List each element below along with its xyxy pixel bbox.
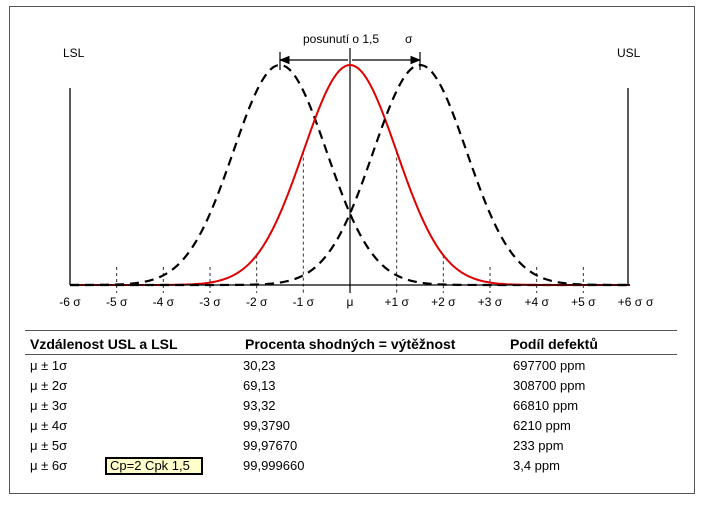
cell-distance: μ ± 4σ (30, 418, 68, 433)
cell-defects: 697700 ppm (513, 358, 586, 373)
cell-defects: 233 ppm (513, 438, 564, 453)
cell-defects: 66810 ppm (513, 398, 579, 413)
cell-yield: 93,32 (243, 398, 276, 413)
x-tick-label: +1 σ (384, 295, 409, 309)
cell-yield: 99,999660 (243, 458, 305, 473)
figure-frame (9, 6, 695, 494)
cell-yield: 99,97670 (243, 438, 298, 453)
shift-annotation: posunutí o 1,5 (303, 32, 379, 46)
x-tick-label: +3 σ (478, 295, 503, 309)
cp-cpk-badge: Cp=2 Cpk 1,5 (105, 457, 203, 475)
shift-sigma: σ (405, 32, 413, 46)
x-tick-label: -2 σ (246, 295, 268, 309)
cell-distance: μ ± 6σ (30, 458, 68, 473)
x-unit-label: σ (646, 295, 654, 309)
header-yield: Procenta shodných = výtěžnost (245, 336, 456, 352)
x-tick-label: -3 σ (199, 295, 221, 309)
cell-distance: μ ± 1σ (30, 358, 68, 373)
lsl-label: LSL (63, 46, 85, 60)
header-defects: Podíl defektů (510, 336, 598, 352)
x-tick-label: -4 σ (153, 295, 175, 309)
cell-defects: 6210 ppm (513, 418, 571, 433)
x-tick-label: +4 σ (524, 295, 549, 309)
cell-distance: μ ± 5σ (30, 438, 68, 453)
normal-distribution-chart: posunutí o 1,5 σ LSL USL -6 σ -5 σ -4 σ -3 … (59, 32, 654, 309)
cell-defects: 3,4 ppm (513, 458, 560, 473)
x-tick-label: -6 σ (59, 295, 81, 309)
curve-0 (70, 63, 630, 287)
table-header-rule (25, 354, 677, 355)
cell-yield: 69,13 (243, 378, 276, 393)
x-tick-label: +6 σ (618, 295, 643, 309)
x-tick-label: +5 σ (571, 295, 596, 309)
cell-distance: μ ± 2σ (30, 378, 68, 393)
usl-label: USL (617, 46, 641, 60)
x-tick-label: -1 σ (293, 295, 315, 309)
header-distance: Vzdálenost USL a LSL (30, 336, 178, 352)
x-tick-label: μ (347, 295, 354, 309)
cell-yield: 30,23 (243, 358, 276, 373)
cell-defects: 308700 ppm (513, 378, 586, 393)
x-tick-label: +2 σ (431, 295, 456, 309)
cell-yield: 99,3790 (243, 418, 290, 433)
cell-distance: μ ± 3σ (30, 398, 68, 413)
x-tick-label: -5 σ (106, 295, 128, 309)
table-top-rule (25, 330, 677, 331)
